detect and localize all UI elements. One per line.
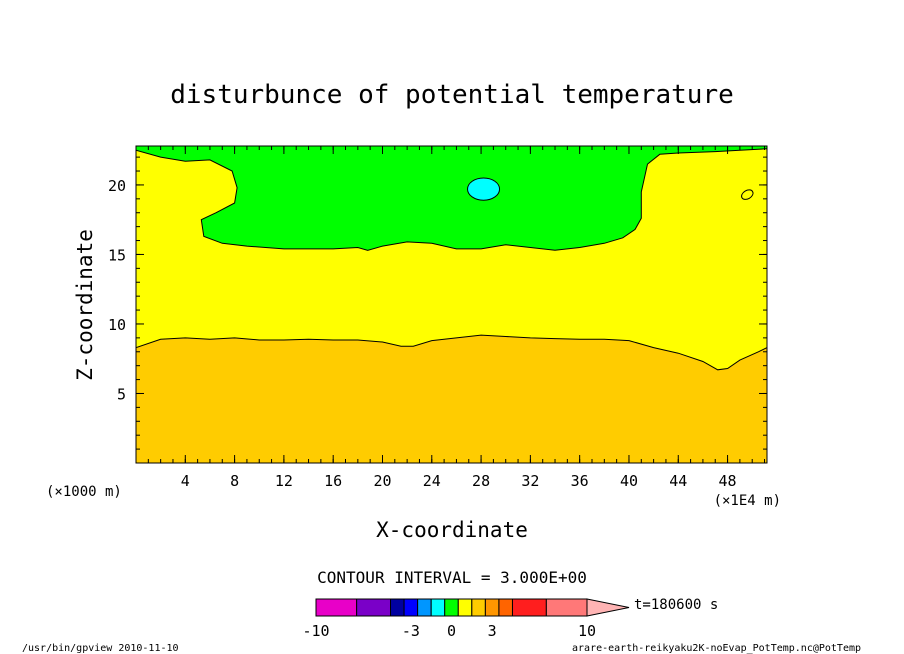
- colorbar-band: [403, 598, 419, 617]
- colorbar-tick-label: -3: [402, 622, 420, 640]
- region-orange: [136, 335, 767, 463]
- x-tick-label: 12: [275, 472, 293, 490]
- time-label: t=180600 s: [634, 597, 718, 613]
- contour-line-upper: [136, 148, 767, 251]
- x-tick-label: 16: [324, 472, 342, 490]
- colorbar-band: [498, 598, 513, 617]
- colorbar-tick-label: 3: [488, 622, 497, 640]
- y-tick-label: 15: [108, 246, 126, 264]
- x-tick-label: 4: [181, 472, 190, 490]
- colorbar-band: [390, 598, 405, 617]
- colorbar-tick-labels: -10 -3 0 3 10: [302, 622, 596, 640]
- y-tick-label: 20: [108, 177, 126, 195]
- colorbar-tick-label: -10: [302, 622, 329, 640]
- colorbar-overflow-triangle: [586, 598, 630, 617]
- region-green: [136, 146, 767, 251]
- z-unit-label: (×1000 m): [46, 484, 122, 500]
- x-tick-label: 44: [669, 472, 687, 490]
- x-unit-label: (×1E4 m): [714, 493, 781, 509]
- colorbar-tick-label: 10: [578, 622, 596, 640]
- region-cyan: [467, 177, 501, 201]
- plot-frame: [135, 145, 768, 464]
- colorbar-band: [484, 598, 500, 617]
- contour-interval-label: CONTOUR INTERVAL = 3.000E+00: [317, 568, 587, 587]
- y-tick-label: 5: [117, 385, 126, 403]
- x-tick-label: 36: [571, 472, 589, 490]
- colorbar-band: [444, 598, 459, 617]
- y-axis-ticks: 5 10 15 20: [108, 177, 767, 403]
- colorbar-band: [417, 598, 432, 617]
- footer-right: arare-earth-reikyaku2K-noEvap_PotTemp.nc…: [572, 643, 861, 654]
- x-tick-label: 32: [521, 472, 539, 490]
- minor-ticks: [136, 146, 767, 463]
- chart-title: disturbunce of potential temperature: [170, 80, 734, 110]
- colorbar-band: [315, 598, 358, 617]
- colorbar-tick-label: 0: [447, 622, 456, 640]
- x-tick-label: 20: [373, 472, 391, 490]
- x-tick-label: 48: [719, 472, 737, 490]
- x-tick-label: 8: [230, 472, 239, 490]
- colorbar-band: [430, 598, 446, 617]
- x-axis-label: X-coordinate: [376, 518, 528, 542]
- colorbar-band: [511, 598, 547, 617]
- y-tick-label: 10: [108, 316, 126, 334]
- colorbar: [315, 598, 630, 617]
- region-yellow-island: [741, 189, 754, 200]
- colorbar-band: [471, 598, 486, 617]
- x-axis-ticks: 4 8 12 16 20 24 28 32 36 40 44 48: [181, 146, 737, 490]
- plot-area: [135, 145, 768, 464]
- colorbar-band: [545, 598, 588, 617]
- x-tick-label: 24: [423, 472, 441, 490]
- x-tick-label: 28: [472, 472, 490, 490]
- x-tick-label: 40: [620, 472, 638, 490]
- colorbar-band: [356, 598, 392, 617]
- contour-line-lower: [136, 334, 767, 371]
- footer-left: /usr/bin/gpview 2010-11-10: [22, 643, 179, 654]
- colorbar-band: [457, 598, 473, 617]
- y-axis-label: Z-coordinate: [73, 229, 97, 381]
